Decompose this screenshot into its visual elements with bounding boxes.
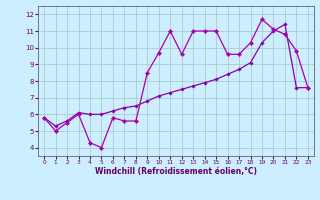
X-axis label: Windchill (Refroidissement éolien,°C): Windchill (Refroidissement éolien,°C) (95, 167, 257, 176)
